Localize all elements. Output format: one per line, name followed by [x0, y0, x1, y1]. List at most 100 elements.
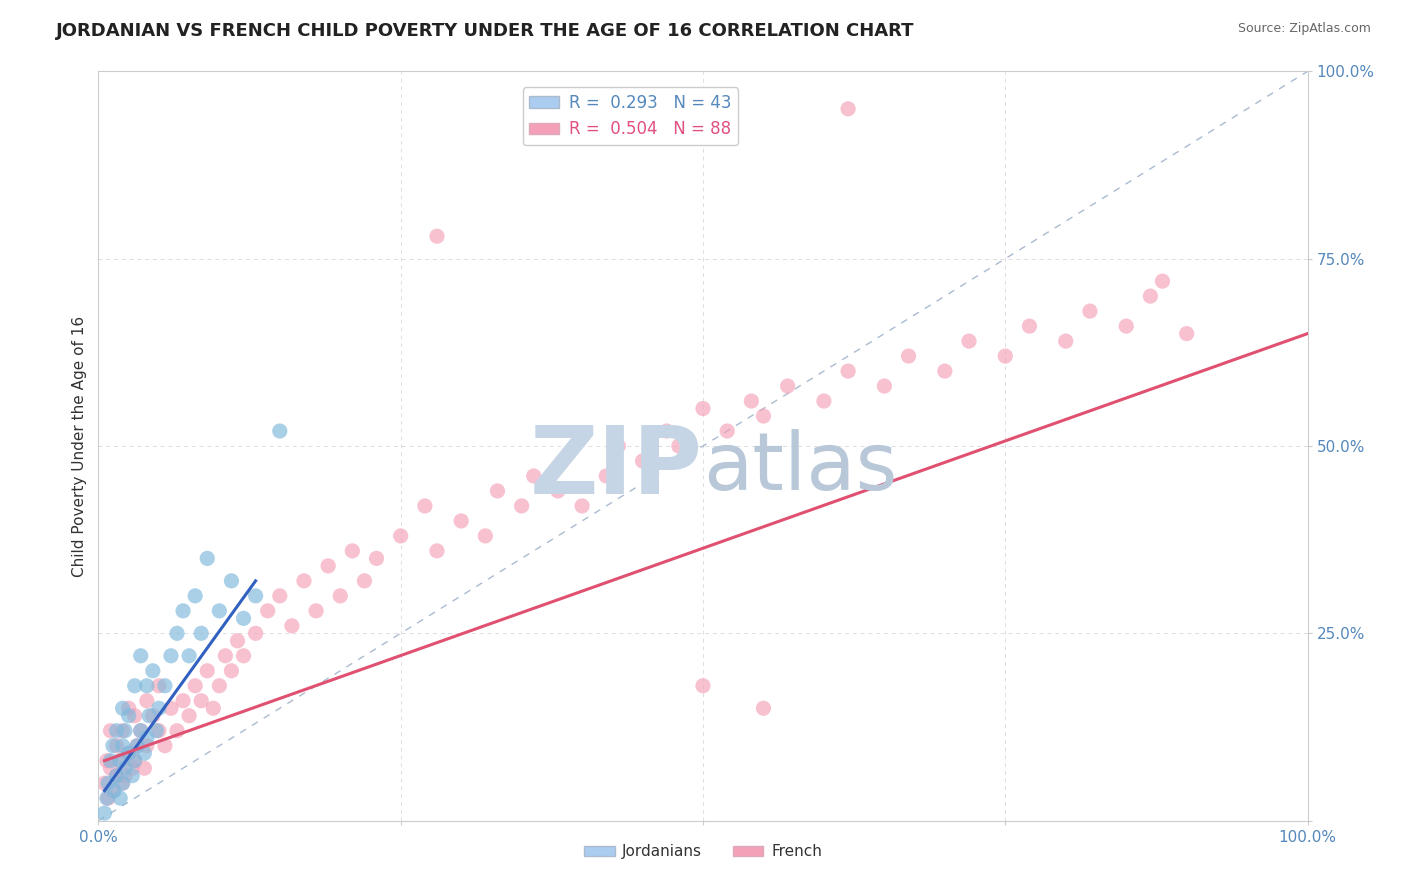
Text: ZIP: ZIP: [530, 423, 703, 515]
Point: [111, 776, 134, 790]
Point: [118, 746, 141, 760]
Point: [292, 574, 315, 588]
Point: [523, 469, 546, 483]
Point: [103, 783, 125, 797]
Point: [1078, 304, 1101, 318]
Point: [100, 761, 122, 775]
Y-axis label: Child Poverty Under the Age of 16: Child Poverty Under the Age of 16: [72, 316, 87, 576]
Point: [837, 102, 859, 116]
Point: [148, 679, 170, 693]
Point: [96, 754, 118, 768]
Point: [166, 723, 188, 738]
Point: [607, 439, 630, 453]
Point: [190, 694, 212, 708]
Point: [105, 723, 128, 738]
Point: [221, 664, 243, 678]
Point: [668, 439, 690, 453]
Point: [426, 544, 449, 558]
Point: [114, 723, 136, 738]
Point: [366, 551, 388, 566]
Point: [166, 626, 188, 640]
Point: [179, 708, 201, 723]
Point: [111, 739, 134, 753]
Point: [510, 499, 533, 513]
Point: [450, 514, 472, 528]
Point: [172, 604, 194, 618]
Point: [256, 604, 278, 618]
Point: [195, 551, 218, 566]
Point: [108, 754, 131, 768]
Point: [329, 589, 352, 603]
Point: [1139, 289, 1161, 303]
Point: [105, 739, 128, 753]
Point: [202, 701, 225, 715]
Point: [232, 611, 254, 625]
Point: [145, 723, 167, 738]
Point: [160, 648, 183, 663]
Point: [245, 626, 267, 640]
Point: [813, 394, 835, 409]
Point: [118, 746, 141, 760]
Point: [135, 739, 157, 753]
Point: [127, 739, 149, 753]
Point: [245, 589, 267, 603]
Point: [281, 619, 304, 633]
Point: [142, 664, 165, 678]
Point: [100, 723, 122, 738]
Point: [655, 424, 678, 438]
Point: [184, 589, 207, 603]
Point: [474, 529, 496, 543]
Point: [142, 708, 165, 723]
Point: [226, 633, 249, 648]
Point: [114, 769, 136, 783]
Point: [631, 454, 654, 468]
Text: JORDANIAN VS FRENCH CHILD POVERTY UNDER THE AGE OF 16 CORRELATION CHART: JORDANIAN VS FRENCH CHILD POVERTY UNDER …: [56, 22, 915, 40]
Point: [305, 604, 328, 618]
Point: [221, 574, 243, 588]
Point: [118, 701, 141, 715]
Point: [692, 401, 714, 416]
Point: [571, 499, 593, 513]
Point: [1115, 319, 1137, 334]
Point: [190, 626, 212, 640]
Point: [179, 648, 201, 663]
Point: [108, 791, 131, 805]
Point: [214, 648, 236, 663]
Point: [776, 379, 799, 393]
Point: [160, 701, 183, 715]
Point: [118, 708, 141, 723]
Point: [129, 723, 152, 738]
Point: [837, 364, 859, 378]
Point: [124, 708, 146, 723]
Point: [93, 806, 115, 821]
Point: [353, 574, 375, 588]
Point: [148, 701, 170, 715]
Point: [740, 394, 762, 409]
Point: [208, 604, 231, 618]
Point: [153, 739, 176, 753]
Point: [124, 754, 146, 768]
Point: [1152, 274, 1174, 288]
Point: [195, 664, 218, 678]
Point: [135, 694, 157, 708]
Point: [692, 679, 714, 693]
Point: [111, 723, 134, 738]
Point: [121, 769, 143, 783]
Point: [129, 648, 152, 663]
Point: [114, 761, 136, 775]
Point: [1018, 319, 1040, 334]
Point: [994, 349, 1017, 363]
Point: [184, 679, 207, 693]
Point: [127, 739, 149, 753]
Point: [934, 364, 956, 378]
Point: [232, 648, 254, 663]
Point: [97, 791, 120, 805]
Point: [135, 731, 157, 746]
Point: [547, 483, 569, 498]
Point: [1054, 334, 1077, 348]
Point: [172, 694, 194, 708]
Point: [101, 739, 124, 753]
Point: [100, 754, 122, 768]
Text: atlas: atlas: [703, 429, 897, 508]
Point: [111, 776, 134, 790]
